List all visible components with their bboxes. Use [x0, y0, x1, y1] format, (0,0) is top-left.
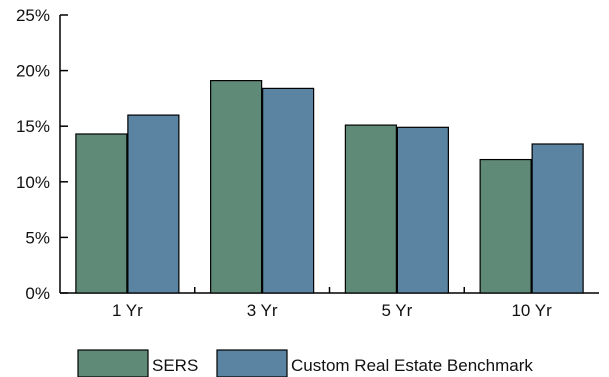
legend-label: Custom Real Estate Benchmark [291, 356, 533, 375]
x-axis: 1 Yr 3 Yr 5 Yr 10 Yr [60, 287, 599, 320]
bar-custom-real-estate-benchmark-5-yr [396, 126, 449, 294]
bar-custom-real-estate-benchmark-3-yr [262, 87, 315, 294]
y-tick-label: 5% [25, 228, 50, 247]
bar-custom-real-estate-benchmark-1-yr [127, 114, 180, 294]
x-tick-label: 3 Yr [247, 301, 278, 320]
y-axis: 0% 5% 10% 15% 20% 25% [16, 6, 68, 303]
bar-sers-10-yr [479, 158, 532, 294]
bar-custom-real-estate-benchmark-10-yr [531, 143, 584, 294]
y-tick-label: 25% [16, 6, 50, 25]
y-tick-label: 10% [16, 173, 50, 192]
legend-swatch [216, 349, 288, 377]
x-tick-label: 5 Yr [381, 301, 412, 320]
bar-sers-3-yr [210, 80, 263, 294]
y-tick-label: 20% [16, 62, 50, 81]
y-tick-label: 0% [25, 284, 50, 303]
bars [75, 80, 584, 294]
bar-sers-5-yr [344, 124, 397, 294]
y-tick-label: 15% [16, 117, 50, 136]
legend: SERS Custom Real Estate Benchmark [77, 349, 533, 377]
legend-label: SERS [152, 356, 198, 375]
legend-swatch [77, 349, 149, 377]
x-tick-label: 1 Yr [112, 301, 143, 320]
bar-sers-1-yr [75, 133, 128, 294]
x-tick-label: 10 Yr [511, 301, 552, 320]
